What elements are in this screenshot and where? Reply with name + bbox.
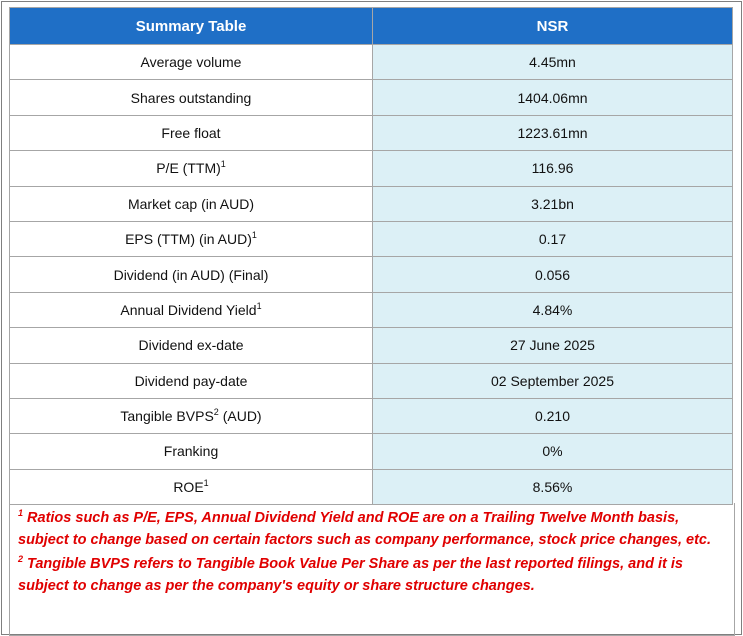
- row-label: EPS (TTM) (in AUD): [125, 231, 252, 248]
- row-value: 4.84%: [532, 301, 573, 318]
- row-label-suffix: (AUD): [218, 408, 262, 425]
- row-label: Dividend (in AUD) (Final): [113, 266, 269, 283]
- footnote-marker: 2: [18, 554, 24, 564]
- table-row: Average volume 4.45mn: [9, 43, 733, 81]
- row-label: Tangible BVPS: [120, 408, 214, 425]
- value-cell: 116.96: [372, 150, 733, 187]
- row-value: 02 September 2025: [491, 372, 614, 389]
- table-body: Average volume 4.45mn Shares outstanding 14…: [9, 43, 733, 506]
- table-head: Summary Table NSR: [9, 7, 733, 45]
- table-row: Free float 1223.61mn: [9, 114, 733, 152]
- row-label: Annual Dividend Yield: [120, 301, 257, 318]
- label-cell: P/E (TTM)1: [9, 150, 373, 187]
- footnote-ref: 1: [203, 477, 209, 488]
- table-row: Annual Dividend Yield1 4.84%: [9, 291, 733, 329]
- footnote: 2 Tangible BVPS refers to Tangible Book …: [18, 553, 726, 597]
- label-cell: Tangible BVPS2 (AUD): [9, 397, 373, 435]
- row-label: Free float: [161, 124, 221, 141]
- footnote-ref: 1: [251, 230, 257, 241]
- row-label: Dividend pay-date: [134, 372, 248, 389]
- footnote: 1 Ratios such as P/E, EPS, Annual Divide…: [18, 507, 726, 551]
- footnotes: 1 Ratios such as P/E, EPS, Annual Divide…: [9, 503, 735, 636]
- value-cell: 27 June 2025: [372, 327, 733, 364]
- table-row: Dividend ex-date 27 June 2025: [9, 327, 733, 364]
- row-label: ROE: [173, 478, 204, 495]
- table-row: Dividend pay-date 02 September 2025: [9, 362, 733, 399]
- value-cell: 4.84%: [372, 291, 733, 329]
- row-label: Average volume: [140, 54, 242, 71]
- value-cell: 1404.06mn: [372, 79, 733, 116]
- label-cell: EPS (TTM) (in AUD)1: [9, 220, 373, 258]
- table-row: EPS (TTM) (in AUD)1 0.17: [9, 220, 733, 258]
- row-value: 4.45mn: [529, 54, 576, 71]
- row-value: 116.96: [531, 160, 574, 177]
- row-label: Franking: [163, 443, 219, 460]
- table-row: P/E (TTM)1 116.96: [9, 150, 733, 187]
- footnote-text: Tangible BVPS refers to Tangible Book Va…: [18, 556, 683, 594]
- row-value: 1223.61mn: [517, 124, 588, 141]
- table-row: ROE1 8.56%: [9, 468, 733, 506]
- value-cell: 3.21bn: [372, 185, 733, 222]
- row-value: 27 June 2025: [510, 337, 595, 354]
- label-cell: Free float: [9, 114, 373, 152]
- row-label: Shares outstanding: [130, 89, 252, 106]
- value-cell: 0.210: [372, 397, 733, 435]
- footnote-text: Ratios such as P/E, EPS, Annual Dividend…: [18, 510, 712, 548]
- value-cell: 02 September 2025: [372, 362, 733, 399]
- footnote-ref: 2: [213, 407, 219, 418]
- summary-table: Summary Table NSR Average volume 4.45mn Sh…: [9, 7, 733, 506]
- value-cell: 0%: [372, 433, 733, 470]
- row-label: P/E (TTM): [156, 160, 221, 177]
- table-row: Franking 0%: [9, 433, 733, 470]
- header-row: Summary Table NSR: [9, 7, 733, 45]
- table-row: Tangible BVPS2 (AUD) 0.210: [9, 397, 733, 435]
- row-value: 0%: [542, 443, 563, 460]
- label-cell: Dividend ex-date: [9, 327, 373, 364]
- row-value: 8.56%: [532, 478, 573, 495]
- label-cell: ROE1: [9, 468, 373, 506]
- value-cell: 4.45mn: [372, 43, 733, 81]
- label-cell: Dividend pay-date: [9, 362, 373, 399]
- table-row: Market cap (in AUD) 3.21bn: [9, 185, 733, 222]
- footnote-ref: 1: [256, 300, 262, 311]
- label-cell: Market cap (in AUD): [9, 185, 373, 222]
- table-row: Dividend (in AUD) (Final) 0.056: [9, 256, 733, 293]
- table-row: Shares outstanding 1404.06mn: [9, 79, 733, 116]
- label-cell: Shares outstanding: [9, 79, 373, 116]
- row-value: 0.210: [534, 408, 571, 425]
- label-cell: Dividend (in AUD) (Final): [9, 256, 373, 293]
- footnote-marker: 1: [18, 508, 24, 518]
- row-label: Dividend ex-date: [138, 337, 244, 354]
- row-value: 0.17: [538, 231, 567, 248]
- header-cell: Summary Table: [9, 7, 373, 45]
- label-cell: Annual Dividend Yield1: [9, 291, 373, 329]
- label-cell: Average volume: [9, 43, 373, 81]
- value-cell: 1223.61mn: [372, 114, 733, 152]
- label-cell: Franking: [9, 433, 373, 470]
- footnote-ref: 1: [220, 159, 226, 170]
- row-value: 3.21bn: [531, 195, 574, 212]
- row-value: 0.056: [534, 266, 571, 283]
- header-cell: NSR: [372, 7, 733, 45]
- value-cell: 0.17: [372, 220, 733, 258]
- row-value: 1404.06mn: [517, 89, 588, 106]
- row-label: Market cap (in AUD): [127, 195, 255, 212]
- value-cell: 8.56%: [372, 468, 733, 506]
- value-cell: 0.056: [372, 256, 733, 293]
